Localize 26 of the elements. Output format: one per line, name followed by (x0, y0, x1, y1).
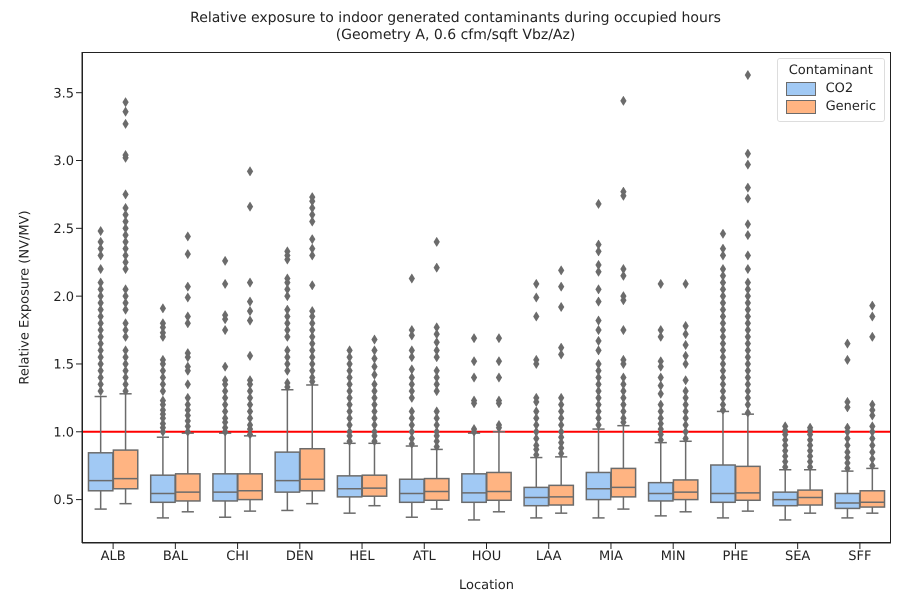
y-tick-label: 2.5 (53, 222, 74, 237)
x-tick-label: SEA (784, 549, 810, 564)
x-tick-label: HEL (349, 549, 376, 564)
x-tick-label: HOU (472, 549, 502, 564)
x-tick-label: MIA (598, 549, 624, 564)
x-tick-label: ALB (100, 549, 126, 564)
y-tick-label: 1.5 (53, 358, 74, 373)
y-tick-label: 0.5 (53, 493, 74, 508)
x-tick-label: MIN (660, 549, 686, 564)
y-tick-label: 1.0 (53, 425, 74, 440)
y-tick-label: 3.5 (53, 86, 74, 102)
chart-title: Relative exposure to indoor generated contaminants during occupied hours (Geometry A, 0.6 cfm/sqft Vbz/Az) (189, 10, 722, 44)
x-axis-title: Location (459, 578, 514, 593)
x-tick-label: PHE (722, 549, 748, 564)
x-tick-label: ATL (412, 549, 437, 564)
x-tick-label: LAA (536, 549, 562, 564)
legend-label: CO2 (826, 81, 854, 96)
legend-title: Contaminant (788, 63, 874, 78)
x-tick-label: CHI (226, 549, 249, 564)
legend-label: Generic (826, 99, 876, 114)
y-tick-label: 2.0 (53, 290, 74, 305)
x-tick-label: BAL (162, 549, 189, 564)
x-tick-label: DEN (286, 549, 314, 564)
x-tick-label: SFF (848, 549, 872, 564)
y-axis-title: Relative Exposure (NV/MV) (18, 210, 33, 385)
y-tick-label: 3.0 (53, 154, 74, 170)
